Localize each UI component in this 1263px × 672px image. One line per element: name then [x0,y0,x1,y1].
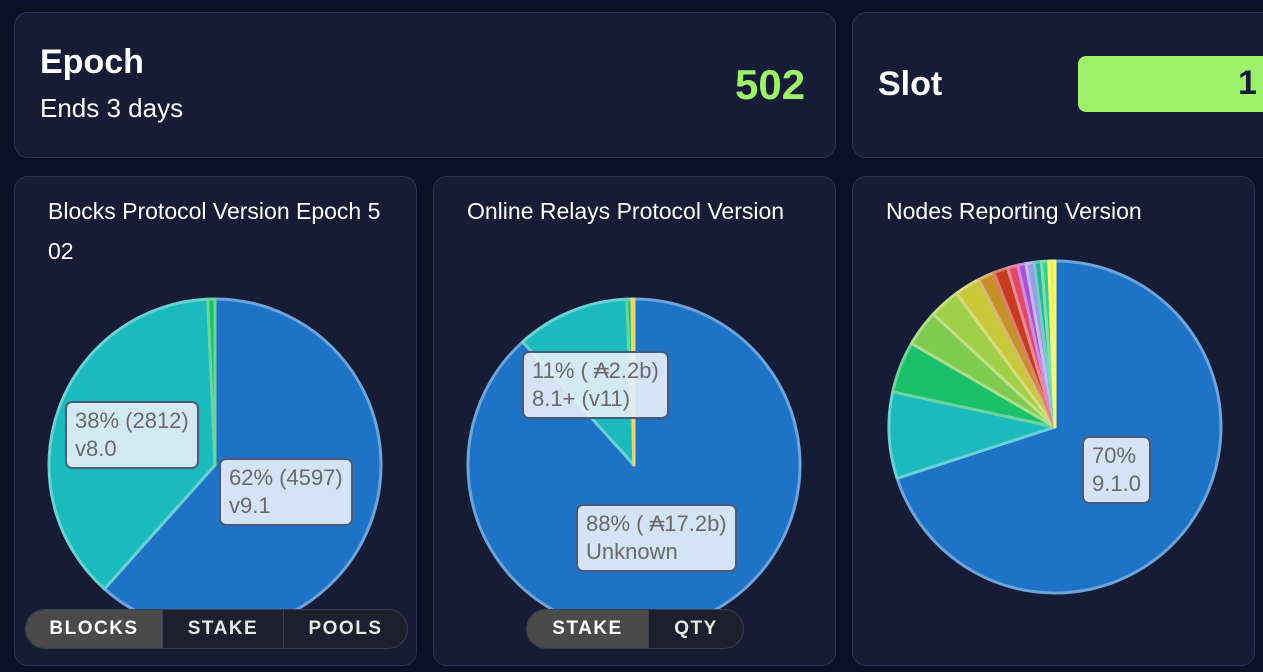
blocks-version-chart-card: Blocks Protocol Version Epoch 502 38% (2… [14,176,417,666]
slot-card: Slot 1 [852,12,1263,158]
chart-title: Nodes Reporting Version [886,198,1142,224]
relays-pie-chart [466,297,802,633]
pie-tooltip-v11: 11% ( ₳2.2b) 8.1+ (v11) [522,351,669,419]
slot-progress-value: 1 [1238,64,1257,102]
tooltip-line: 38% (2812) [75,408,189,433]
epoch-card: Epoch Ends 3 days 502 [14,12,836,158]
tooltip-line: 62% (4597) [229,465,343,490]
epoch-title: Epoch [40,43,144,81]
epoch-ends-text: Ends 3 days [40,93,184,123]
pie-slice[interactable] [887,390,1057,480]
pie-tooltip-9-1-0: 70% 9.1.0 [1082,436,1151,504]
toggle-pools-button[interactable]: POOLS [308,618,383,639]
tooltip-line: v9.1 [229,493,271,518]
tooltip-line: 88% ( ₳17.2b) [586,511,727,536]
relays-mode-toggle: STAKE QTY [526,609,744,649]
nodes-version-chart-card: Nodes Reporting Version 70% 9.1.0 [852,176,1255,666]
pie-tooltip-unknown: 88% ( ₳17.2b) Unknown [576,504,737,572]
tooltip-line: 70% [1092,443,1137,468]
relays-version-chart-card: Online Relays Protocol Version 11% ( ₳2.… [433,176,836,666]
toggle-stake-button[interactable]: STAKE [163,610,284,648]
pie-slice[interactable] [895,259,1223,595]
pie-tooltip-v9: 62% (4597) v9.1 [219,458,353,526]
epoch-number: 502 [735,61,806,108]
pie-slice[interactable] [206,297,217,467]
slot-progress-bar: 1 [1078,56,1263,112]
pie-tooltip-v8: 38% (2812) v8.0 [65,401,199,469]
tooltip-line: 9.1.0 [1092,471,1141,496]
toggle-stake-button[interactable]: STAKE [527,610,649,648]
tooltip-line: v8.0 [75,436,117,461]
chart-title: Blocks Protocol Version Epoch 502 [48,198,381,264]
tooltip-line: 11% ( ₳2.2b) [532,358,659,383]
toggle-qty-button[interactable]: QTY [674,618,718,639]
nodes-pie-chart [887,259,1223,595]
toggle-blocks-button[interactable]: BLOCKS [26,610,163,648]
pie-slice[interactable] [1047,259,1057,429]
tooltip-line: 8.1+ (v11) [532,386,631,411]
tooltip-line: Unknown [586,539,678,564]
chart-title: Online Relays Protocol Version [467,198,785,224]
slot-title: Slot [878,65,943,103]
blocks-mode-toggle: BLOCKS STAKE POOLS [25,609,408,649]
